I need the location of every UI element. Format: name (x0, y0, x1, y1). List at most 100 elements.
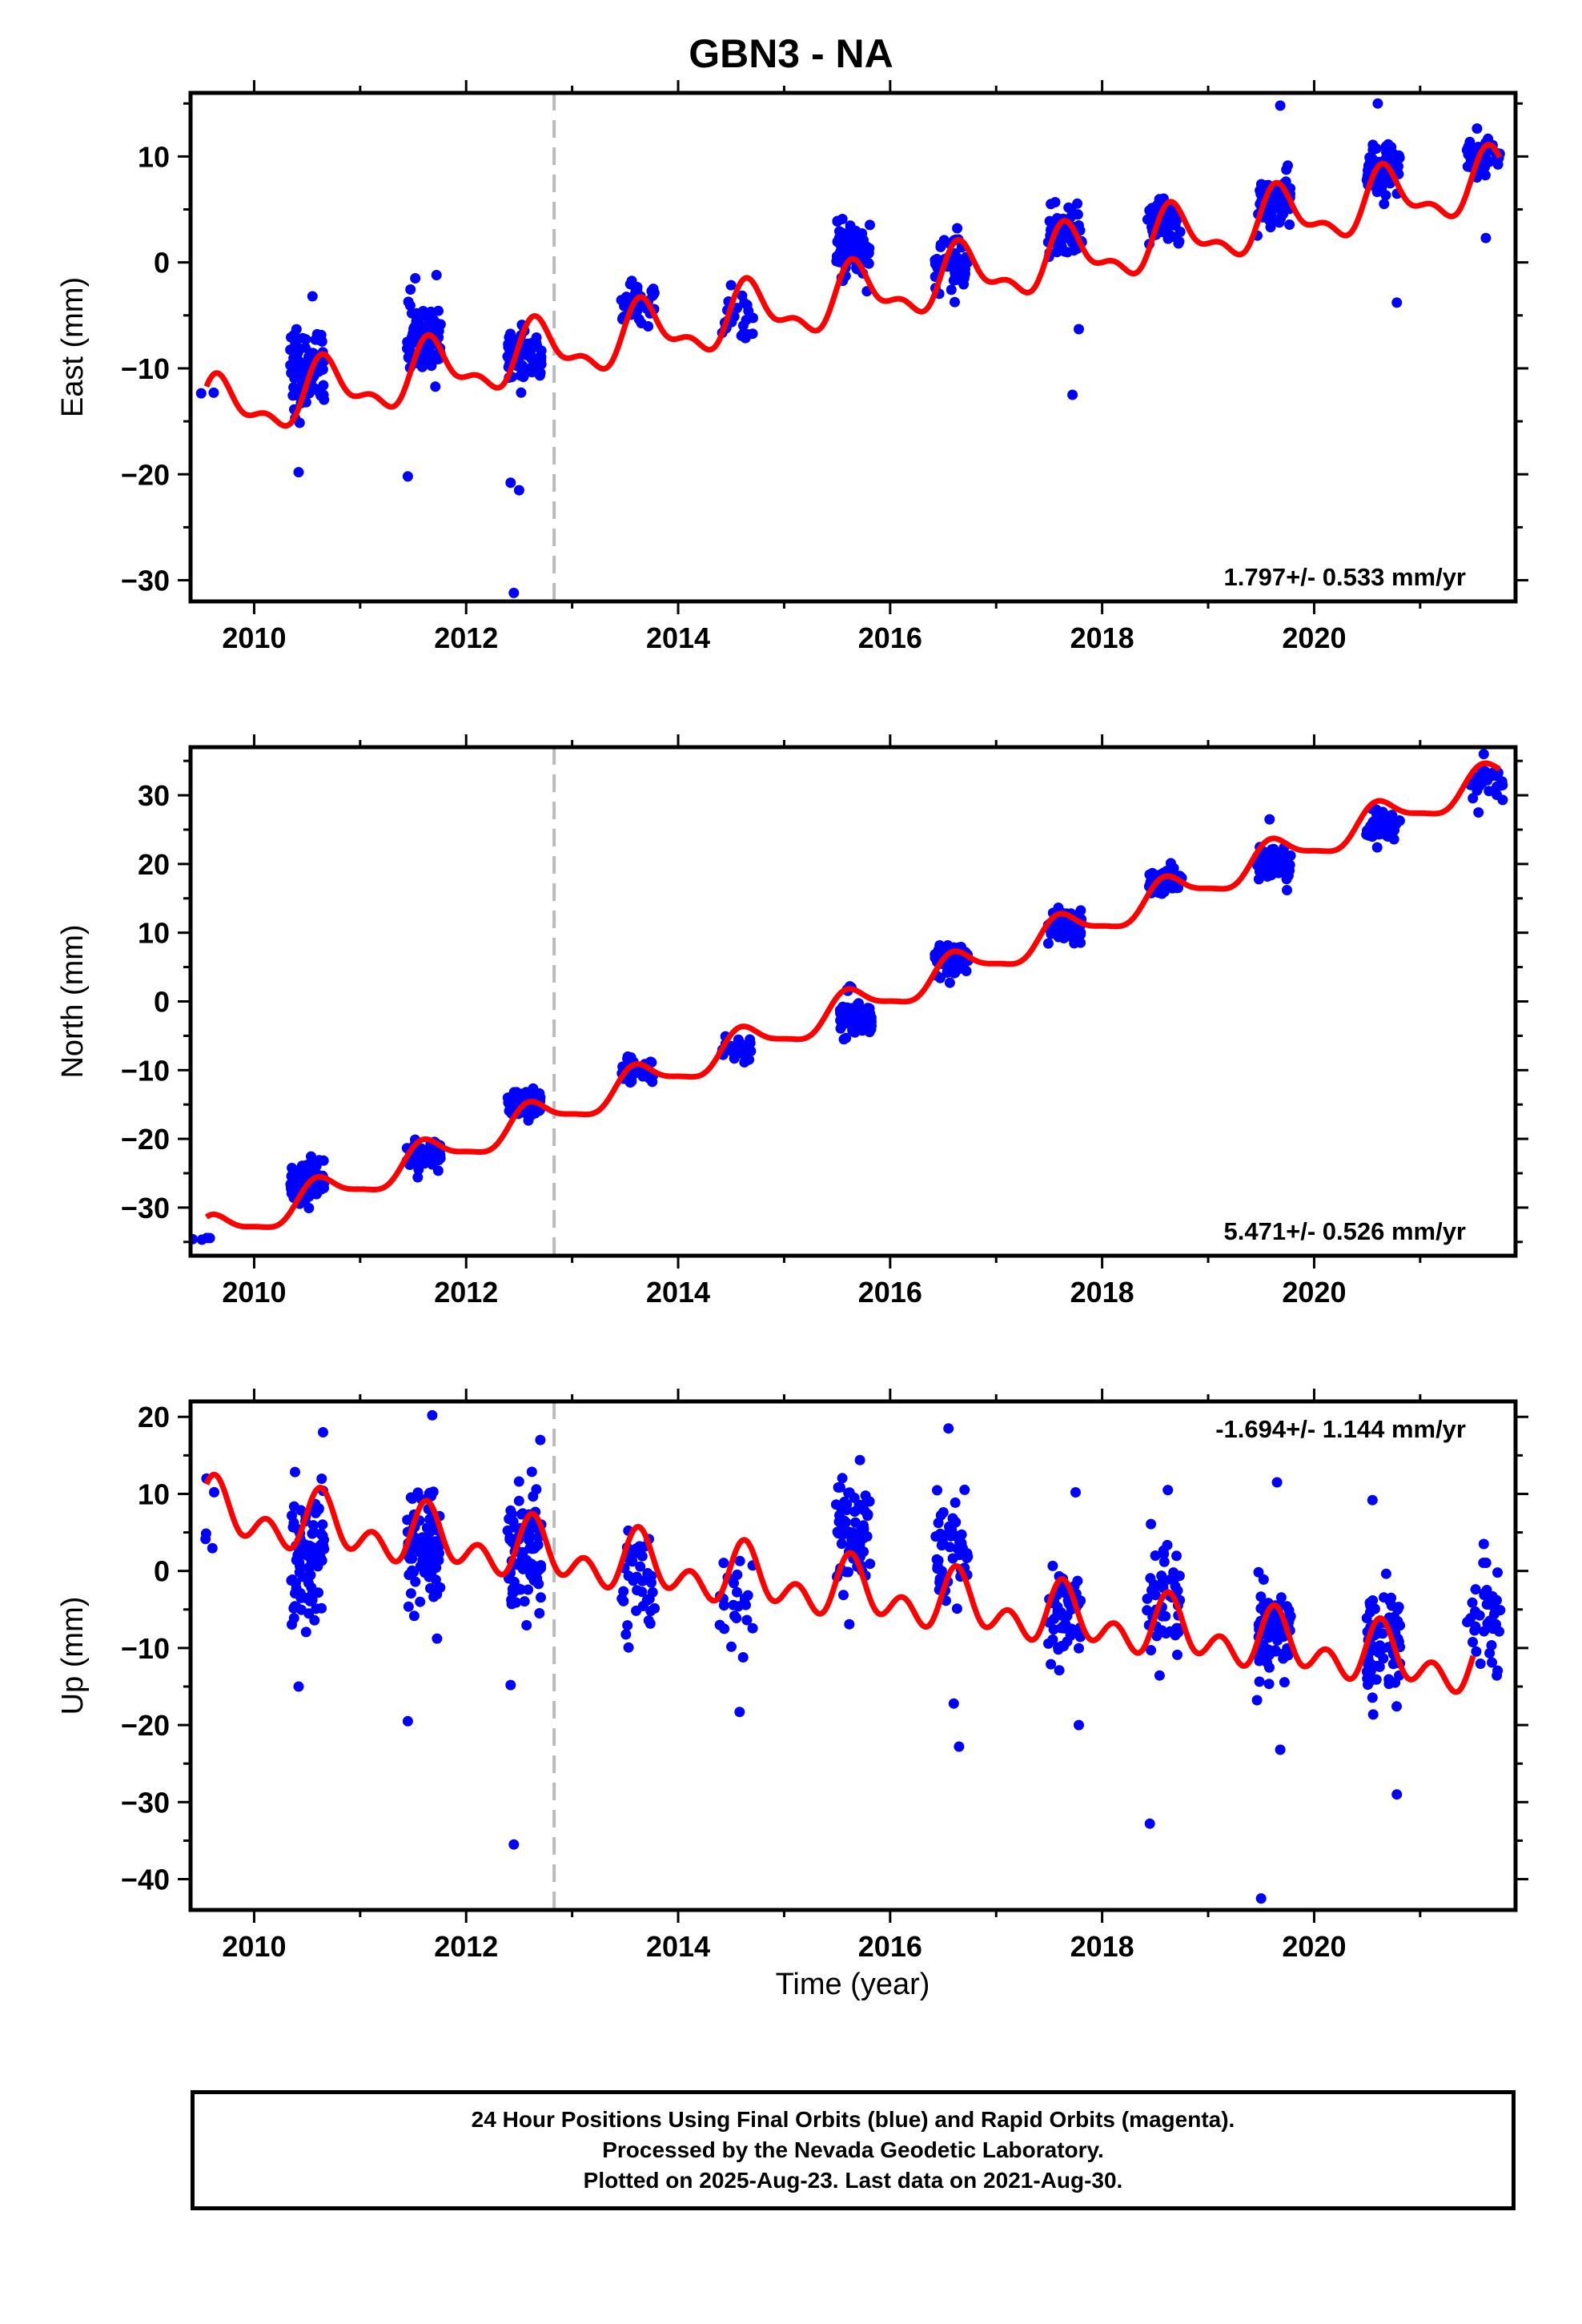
data-point (426, 1554, 437, 1565)
data-point (1276, 851, 1287, 862)
data-point (412, 1172, 424, 1183)
data-point (951, 262, 962, 273)
data-point (1468, 1637, 1478, 1647)
data-point (523, 1584, 534, 1595)
data-point (849, 1492, 860, 1503)
data-point (296, 1604, 307, 1615)
data-point (1480, 170, 1491, 181)
data-point (623, 1570, 634, 1582)
plot-frame (188, 90, 1518, 604)
data-point (415, 1596, 426, 1607)
y-tick-label: −30 (121, 1192, 170, 1224)
data-point (854, 1454, 865, 1466)
north-panel: 2010 2012 2014 2016 2018 2020 −30 −20 −10 0 10 20 30… (56, 734, 1528, 1309)
data-point (430, 1574, 441, 1586)
data-point (1171, 1550, 1182, 1562)
data-point (1059, 246, 1070, 257)
data-point (739, 1593, 750, 1604)
x-tick-label: 2020 (1282, 1930, 1346, 1963)
data-point (311, 384, 322, 395)
outlier-point (318, 1427, 328, 1437)
data-point (1173, 883, 1183, 894)
footer-line-1: 24 Hour Positions Using Final Orbits (bl… (471, 2107, 1235, 2132)
outlier-point (1391, 297, 1403, 308)
y-tick-label: 10 (138, 1478, 170, 1510)
data-point (952, 223, 963, 234)
data-point (1479, 1588, 1490, 1599)
data-point (934, 1574, 946, 1584)
data-point (303, 1578, 314, 1589)
outlier-point (1067, 389, 1078, 400)
data-point (309, 1506, 320, 1517)
data-point (405, 1492, 416, 1503)
data-point (1072, 1575, 1083, 1586)
data-point (435, 1152, 446, 1164)
data-point (854, 1010, 865, 1021)
data-point (1266, 1621, 1277, 1632)
data-point (950, 956, 961, 967)
data-point (616, 1593, 628, 1604)
data-point (1171, 1622, 1182, 1634)
data-point (934, 1528, 946, 1539)
data-point (620, 1629, 632, 1640)
data-point (1075, 929, 1086, 940)
data-point (422, 320, 433, 331)
y-tick-label: −10 (121, 1054, 170, 1087)
data-point (1363, 1654, 1374, 1665)
data-point (935, 241, 946, 252)
data-point (1271, 1646, 1282, 1657)
data-point (838, 1034, 849, 1045)
data-point (946, 284, 957, 296)
outlier-point (508, 587, 520, 598)
data-point (731, 1613, 742, 1623)
y-axis-label: East (mm) (56, 277, 90, 417)
data-point (531, 1484, 542, 1495)
outlier-point (513, 485, 524, 496)
outlier-point (1070, 1487, 1081, 1498)
data-point (315, 329, 327, 340)
data-point (839, 1496, 850, 1507)
data-point (1258, 1574, 1269, 1585)
data-point (1146, 1585, 1157, 1596)
data-point (1284, 219, 1295, 230)
data-point (1363, 830, 1375, 841)
data-point (1373, 1647, 1384, 1659)
y-axis-label: Up (mm) (56, 1597, 90, 1715)
data-point (1144, 869, 1155, 880)
data-point (1254, 1676, 1265, 1687)
data-point (849, 1019, 860, 1031)
data-point (420, 1567, 432, 1578)
data-point (313, 1587, 324, 1598)
data-point (1275, 1592, 1287, 1603)
data-point (1388, 154, 1399, 165)
data-point (1380, 190, 1391, 201)
data-point (930, 259, 941, 269)
data-point (1467, 1597, 1478, 1608)
data-point (1151, 1630, 1162, 1642)
outlier-point (1144, 1818, 1155, 1829)
data-point (627, 1551, 637, 1562)
data-point (1253, 1566, 1264, 1578)
data-point (290, 1588, 300, 1599)
data-point (407, 1553, 418, 1564)
data-point (958, 272, 970, 283)
data-point (1142, 1593, 1153, 1604)
data-point (646, 1577, 656, 1588)
x-tick-label: 2020 (1282, 621, 1346, 654)
data-point (1043, 1638, 1054, 1649)
data-point (513, 1476, 524, 1487)
data-point (932, 1485, 942, 1496)
data-point (1473, 781, 1484, 792)
data-point (288, 1613, 299, 1624)
data-point (632, 284, 643, 296)
outlier-point (1367, 1494, 1378, 1506)
data-point (1275, 213, 1287, 223)
outlier-point (508, 1839, 520, 1850)
data-point (1285, 1610, 1296, 1622)
data-point (1483, 133, 1494, 144)
data-point (862, 1003, 873, 1014)
data-point (1484, 1647, 1496, 1659)
y-tick-label: 0 (154, 1555, 170, 1588)
data-point (1263, 1679, 1275, 1690)
data-point (1279, 1677, 1290, 1688)
